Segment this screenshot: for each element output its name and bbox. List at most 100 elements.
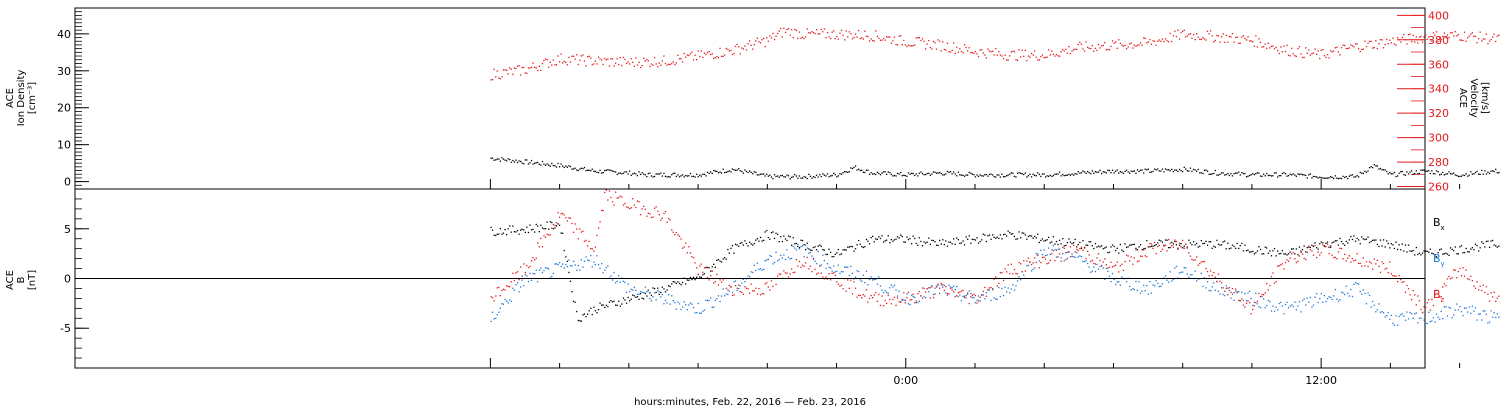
bx-series-point <box>498 233 500 235</box>
bz-series-point <box>1249 302 1251 304</box>
velocity-series-point <box>1049 54 1051 56</box>
velocity-series-point <box>696 59 698 61</box>
velocity-series-point <box>775 35 777 37</box>
bx-series-point <box>1002 234 1005 236</box>
by-series-point <box>1185 267 1187 269</box>
bx-series-point <box>1107 252 1109 254</box>
bx-series-point <box>1155 244 1157 246</box>
by-series-point <box>1453 314 1455 316</box>
bx-series-point <box>1255 252 1257 254</box>
bz-series-point <box>669 219 671 221</box>
density-series-point <box>618 172 620 174</box>
velocity-series-point <box>884 39 886 41</box>
velocity-series-point <box>1058 55 1061 57</box>
bx-series-point <box>1225 248 1227 250</box>
bz-series-point <box>759 294 762 296</box>
bz-series-point <box>1166 250 1168 252</box>
bz-series-point <box>1063 247 1065 249</box>
bx-series-point <box>1115 249 1117 252</box>
bx-series-point <box>1372 239 1374 241</box>
bx-series-point <box>1397 248 1399 251</box>
by-series-point <box>506 300 508 302</box>
by-series-point <box>817 250 819 253</box>
bx-series-point <box>1146 240 1148 242</box>
bx-series-point <box>1186 247 1188 249</box>
by-series-point <box>962 295 964 298</box>
bz-series-point <box>993 278 995 280</box>
by-series-point <box>1220 287 1223 289</box>
bx-series-point <box>1043 240 1045 242</box>
by-series-point <box>1065 259 1067 261</box>
velocity-series-point <box>831 31 833 33</box>
bz-series-point <box>502 288 505 290</box>
by-series-point <box>1333 295 1335 297</box>
density-series-point <box>580 167 582 169</box>
bz-series-point <box>831 272 833 274</box>
velocity-series-point <box>1228 35 1230 38</box>
density-series-point <box>1175 169 1178 171</box>
density-series-point <box>918 172 920 174</box>
density-series-point <box>629 170 631 172</box>
by-series-point <box>1267 299 1269 302</box>
density-series-point <box>697 176 699 178</box>
bx-series-point <box>1020 237 1022 239</box>
density-series-point <box>717 172 720 174</box>
by-series-point <box>1105 267 1107 270</box>
bx-series-point <box>527 231 530 234</box>
bx-series-point <box>1044 239 1047 242</box>
by-series-point <box>948 284 950 286</box>
bz-series-point <box>706 277 709 279</box>
bx-series <box>490 221 1500 322</box>
density-series-point <box>1336 177 1338 179</box>
bx-series-point <box>1099 246 1101 248</box>
density-series-point <box>1224 174 1226 176</box>
by-series-point <box>929 287 931 289</box>
density-series-point <box>678 176 681 178</box>
by-series-point <box>699 312 701 314</box>
velocity-series-point <box>1298 46 1301 48</box>
bz-series-point <box>585 239 587 242</box>
bx-series-point <box>1216 239 1218 241</box>
velocity-series-point <box>560 53 562 55</box>
velocity-series-point <box>1244 37 1246 40</box>
by-series-point <box>1367 292 1369 294</box>
density-series-point <box>1116 169 1118 171</box>
density-series-point <box>1460 175 1463 177</box>
bx-series-point <box>893 239 896 241</box>
by-series-point <box>925 297 927 299</box>
by-series-point <box>1292 305 1294 308</box>
by-series-point <box>742 278 744 280</box>
by-series-point <box>976 299 978 301</box>
velocity-series-point <box>571 55 573 57</box>
bz-series-point <box>828 273 830 275</box>
density-series-point <box>594 170 596 173</box>
bz-series-point <box>1241 298 1243 300</box>
by-series-point <box>1407 318 1410 320</box>
density-series-point <box>1065 174 1067 176</box>
velocity-series-point <box>763 37 765 40</box>
by-series-point <box>1249 290 1251 292</box>
bx-series-point <box>1121 249 1123 251</box>
bx-series-point <box>1492 239 1494 242</box>
by-series-point <box>934 287 936 289</box>
density-series-point <box>826 173 829 175</box>
density-series-point <box>1091 170 1093 172</box>
velocity-series-point <box>1105 49 1107 51</box>
density-series-point <box>1442 171 1444 174</box>
bx-series-point <box>1277 250 1279 252</box>
bz-series-point <box>563 214 565 216</box>
density-series-point <box>954 173 956 175</box>
bx-series-point <box>1409 250 1411 252</box>
density-series-point <box>1200 172 1202 174</box>
bz-series-point <box>1250 313 1252 315</box>
by-series-point <box>602 272 604 274</box>
density-series-point <box>1121 171 1123 173</box>
velocity-series-point <box>985 57 987 59</box>
by-series-point <box>1104 278 1106 280</box>
bx-series-point <box>1104 247 1106 249</box>
bz-series-point <box>800 266 802 268</box>
velocity-series-point <box>1462 39 1464 42</box>
bx-series-point <box>555 225 558 227</box>
velocity-series-point <box>801 36 804 39</box>
velocity-series-point <box>1250 40 1252 42</box>
